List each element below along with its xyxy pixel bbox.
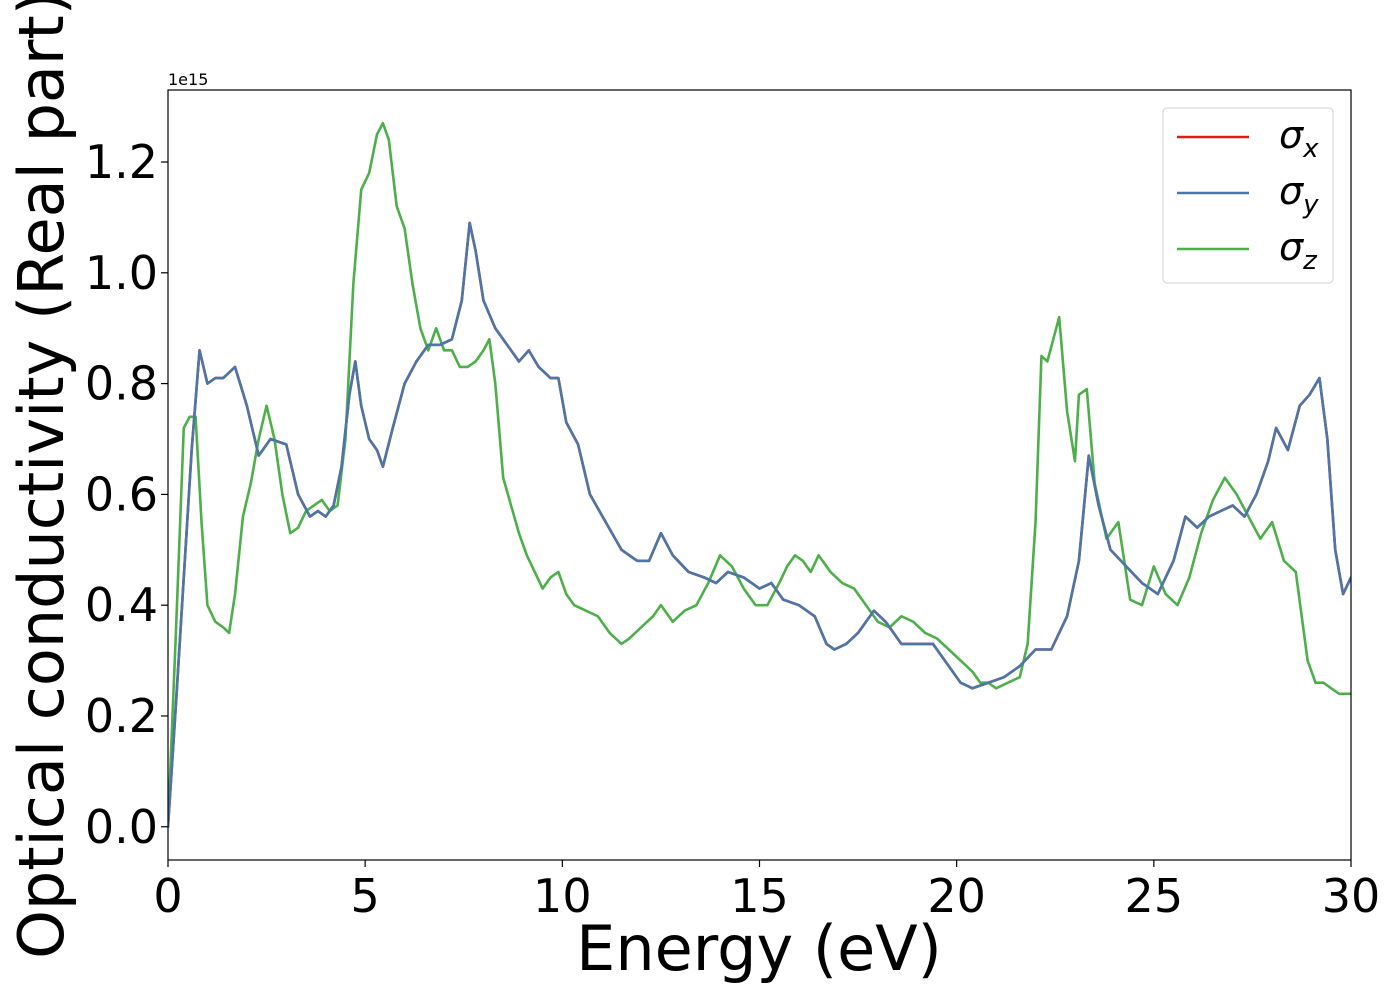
- y-offset-text: 1e15: [168, 70, 208, 89]
- x-tick-label: 10: [533, 869, 592, 923]
- series-line-z: [168, 121, 1351, 829]
- y-tick-label: 0.8: [85, 357, 158, 411]
- legend-label-y: σy: [1279, 169, 1319, 220]
- y-tick-label: 0.0: [85, 800, 158, 854]
- x-tick-label: 15: [730, 869, 789, 923]
- x-tick-label: 5: [351, 869, 380, 923]
- x-tick-label: 0: [153, 869, 182, 923]
- series-line-x: [168, 221, 1351, 829]
- y-axis-ticks: 0.0 0.2 0.4 0.6 0.8 1.0 1.2: [85, 135, 168, 854]
- series-line-y: [168, 221, 1351, 829]
- y-tick-label: 0.2: [85, 689, 158, 743]
- series-layer: [168, 121, 1351, 829]
- x-axis-label: Energy (eV): [576, 912, 942, 985]
- legend-label-z: σz: [1279, 225, 1318, 276]
- legend-label-x: σx: [1279, 113, 1319, 164]
- y-tick-label: 1.0: [85, 246, 158, 300]
- y-tick-label: 1.2: [85, 135, 158, 189]
- x-tick-label: 25: [1125, 869, 1184, 923]
- y-axis-label: Optical conductivity (Real part): [5, 0, 78, 959]
- legend-box: [1162, 107, 1334, 284]
- y-tick-label: 0.4: [85, 578, 158, 632]
- x-tick-label: 30: [1322, 869, 1381, 923]
- x-axis-ticks: 0 5 10 15 20 25 30: [153, 860, 1380, 923]
- x-tick-label: 20: [927, 869, 986, 923]
- y-tick-label: 0.6: [85, 467, 158, 521]
